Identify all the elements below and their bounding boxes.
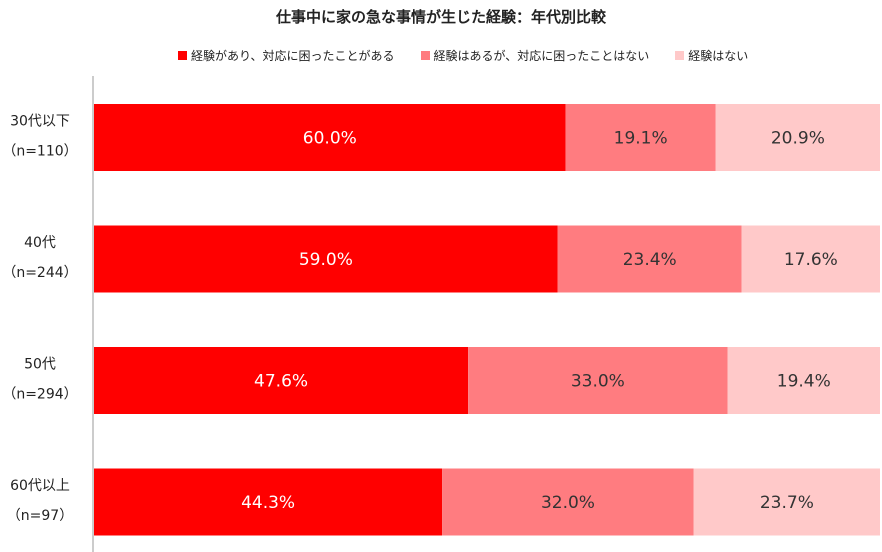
legend-item-series-2: 経験はあるが、対応に困ったことはない [420,47,650,64]
bar-segment-series-2 [565,104,716,171]
category-label-line: （n=97） [7,508,73,524]
data-label-series-2: 19.1% [614,129,668,149]
category-label-line: 60代以上 [10,478,70,494]
data-label-series-1: 60.0% [303,129,357,149]
data-label-series-1: 59.0% [299,250,353,270]
legend-swatch-series-1 [178,51,187,60]
legend-item-series-3: 経験はない [675,47,748,64]
legend-label-series-1: 経験があり、対応に困ったことがある [191,49,395,63]
category-label: 30代以下 （n=110） [2,114,77,160]
data-label-series-3: 20.9% [771,129,825,149]
bar-segment-series-2 [557,225,742,293]
category-label-line: 40代 [24,235,56,251]
legend-swatch-series-2 [420,51,430,60]
bar-segment-series-1 [94,347,469,414]
legend-label-series-2: 経験はあるが、対応に困ったことはない [433,49,650,63]
data-label-series-1: 47.6% [254,372,308,392]
bar-segment-series-3 [693,468,880,536]
bar-segment-series-3 [715,104,880,171]
category-label-line: 30代以下 [10,114,70,130]
bar-segment-series-2 [442,468,694,536]
data-label-series-3: 17.6% [784,250,838,270]
data-label-series-3: 19.4% [777,372,831,392]
data-label-series-3: 23.7% [760,493,814,513]
category-label: 50代 （n=294） [2,357,77,403]
bar-segment-series-1 [94,468,443,536]
bar-segment-series-3 [727,347,880,414]
data-label-series-1: 44.3% [241,493,295,513]
category-label-line: 50代 [24,357,56,373]
data-label-series-2: 32.0% [541,493,595,513]
bar-segment-series-3 [741,225,880,293]
bar-segment-series-2 [468,347,728,414]
category-label-line: （n=110） [2,144,77,160]
legend-label-series-3: 経験はない [688,49,749,63]
legend-item-series-1: 経験があり、対応に困ったことがある [178,47,395,64]
data-label-series-2: 33.0% [571,372,625,392]
chart-title: 仕事中に家の急な事情が生じた経験：年代別比較 [275,8,606,26]
legend-swatch-series-3 [675,51,685,60]
bar-segment-series-1 [94,104,566,171]
bar-segment-series-1 [94,225,558,293]
category-label-line: （n=244） [2,265,77,281]
data-label-series-2: 23.4% [623,250,677,270]
category-label: 40代 （n=244） [2,235,77,281]
category-label-line: （n=294） [2,387,77,403]
chart-legend: 経験があり、対応に困ったことがある 経験はあるが、対応に困ったことはない 経験は… [178,47,748,64]
category-label: 60代以上 （n=97） [7,478,73,524]
